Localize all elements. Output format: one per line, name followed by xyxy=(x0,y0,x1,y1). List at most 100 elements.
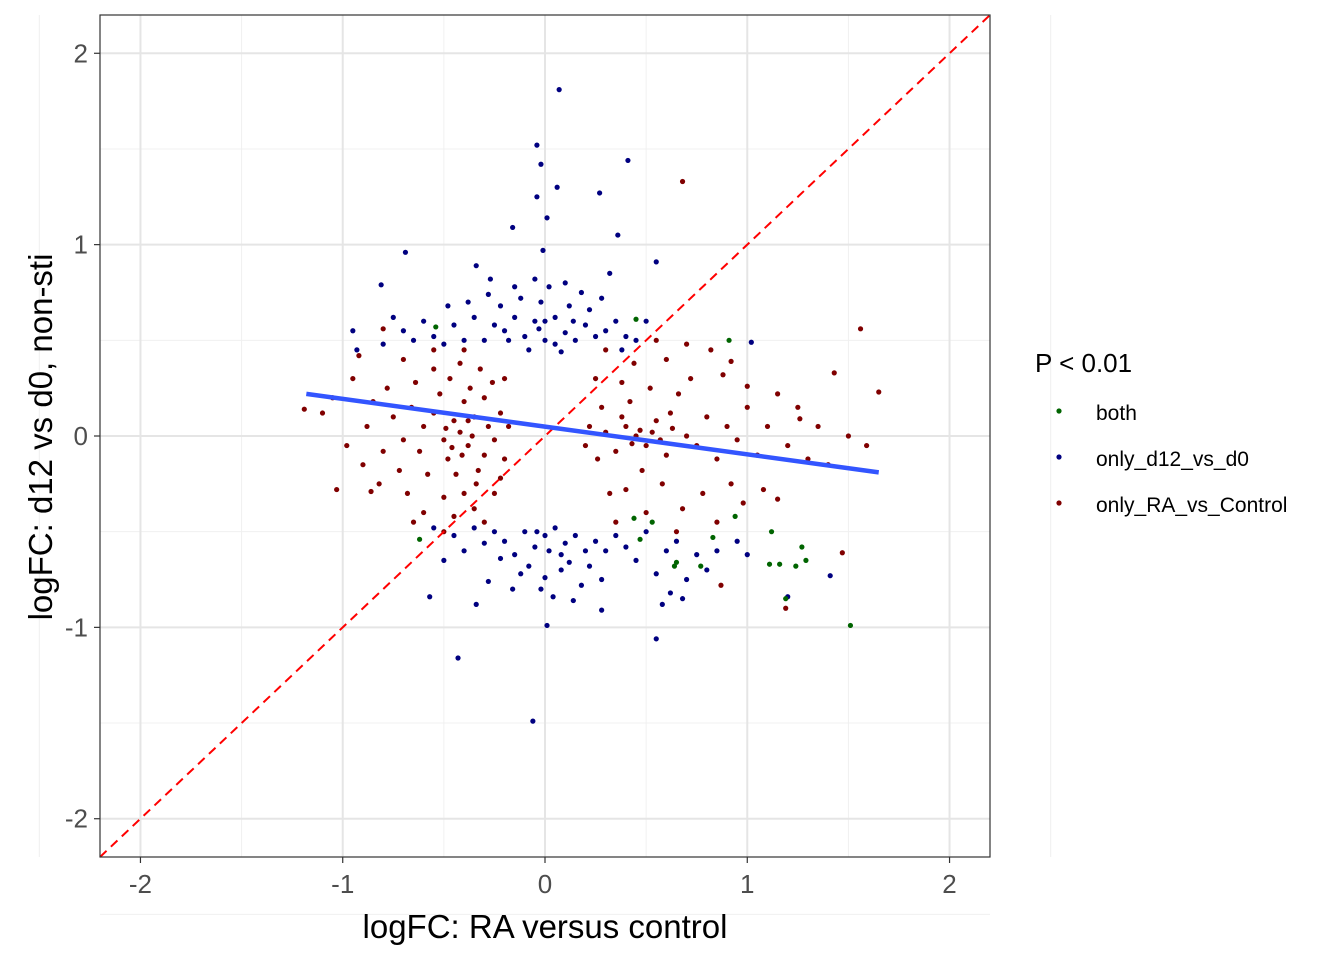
data-point-only-d12-vs-d0 xyxy=(455,655,461,661)
data-point-only-ra-vs-control xyxy=(613,448,619,454)
data-point-only-ra-vs-control xyxy=(775,391,781,397)
data-point-only-d12-vs-d0 xyxy=(350,328,356,334)
legend: P < 0.01 both only_d12_vs_d0 only_RA_vs_Co… xyxy=(1035,348,1287,517)
data-point-only-ra-vs-control xyxy=(481,395,487,401)
data-point-only-ra-vs-control xyxy=(443,425,449,431)
data-point-only-ra-vs-control xyxy=(431,347,437,353)
data-point-only-ra-vs-control xyxy=(459,452,465,458)
data-point-only-d12-vs-d0 xyxy=(427,594,433,600)
data-point-only-d12-vs-d0 xyxy=(378,282,384,288)
data-point-only-ra-vs-control xyxy=(649,429,655,435)
data-point-both xyxy=(803,557,809,563)
y-axis-label: logFC: d12 vs d0, non-sti xyxy=(22,254,59,621)
data-point-only-ra-vs-control xyxy=(783,605,789,611)
data-point-only-d12-vs-d0 xyxy=(510,586,516,592)
data-point-only-ra-vs-control xyxy=(465,442,471,449)
data-point-only-ra-vs-control xyxy=(416,448,423,454)
regression-fit-line xyxy=(306,391,880,475)
data-point-only-ra-vs-control xyxy=(477,366,483,372)
data-point-only-d12-vs-d0 xyxy=(526,563,532,569)
data-point-only-d12-vs-d0 xyxy=(354,347,360,353)
data-point-only-d12-vs-d0 xyxy=(586,307,593,313)
data-point-both xyxy=(847,622,854,629)
data-point-only-ra-vs-control xyxy=(718,582,724,588)
data-point-only-ra-vs-control xyxy=(400,437,407,443)
data-point-both xyxy=(783,596,789,602)
x-tick-label: 1 xyxy=(740,869,754,899)
data-point-only-ra-vs-control xyxy=(491,437,498,443)
data-point-only-ra-vs-control xyxy=(471,506,477,512)
data-point-only-d12-vs-d0 xyxy=(578,289,585,296)
data-point-only-d12-vs-d0 xyxy=(582,548,589,554)
data-point-only-d12-vs-d0 xyxy=(694,552,700,558)
data-point-only-ra-vs-control xyxy=(384,385,390,391)
data-point-only-d12-vs-d0 xyxy=(558,567,564,573)
data-point-only-d12-vs-d0 xyxy=(578,582,585,588)
data-point-only-ra-vs-control xyxy=(467,385,473,391)
data-point-only-d12-vs-d0 xyxy=(562,280,568,286)
data-point-only-d12-vs-d0 xyxy=(597,190,603,196)
data-point-only-ra-vs-control xyxy=(815,423,821,430)
data-point-only-d12-vs-d0 xyxy=(592,333,599,340)
data-point-only-d12-vs-d0 xyxy=(562,330,568,336)
data-point-only-d12-vs-d0 xyxy=(633,557,639,563)
data-point-only-ra-vs-control xyxy=(795,404,801,410)
data-point-only-d12-vs-d0 xyxy=(744,552,750,558)
data-point-only-d12-vs-d0 xyxy=(471,525,477,531)
data-point-only-d12-vs-d0 xyxy=(491,529,498,535)
points-layer xyxy=(301,87,882,724)
data-point-only-ra-vs-control xyxy=(857,326,864,332)
data-point-both xyxy=(673,559,680,565)
data-point-both xyxy=(433,324,439,330)
data-point-both xyxy=(649,519,655,525)
data-point-only-ra-vs-control xyxy=(461,347,467,353)
data-point-only-ra-vs-control xyxy=(683,433,690,439)
data-point-only-d12-vs-d0 xyxy=(400,328,407,334)
data-point-only-d12-vs-d0 xyxy=(522,529,528,535)
data-point-only-ra-vs-control xyxy=(586,423,593,430)
data-point-only-d12-vs-d0 xyxy=(633,337,639,343)
identity-reference-line xyxy=(99,14,991,858)
data-point-only-d12-vs-d0 xyxy=(570,318,576,324)
data-point-only-d12-vs-d0 xyxy=(572,532,578,539)
data-point-only-ra-vs-control xyxy=(451,418,457,424)
data-point-only-ra-vs-control xyxy=(421,509,427,516)
data-point-both xyxy=(777,561,783,567)
data-point-only-ra-vs-control xyxy=(613,519,619,525)
data-point-only-d12-vs-d0 xyxy=(556,87,562,93)
data-point-only-d12-vs-d0 xyxy=(505,337,512,343)
data-point-only-d12-vs-d0 xyxy=(659,601,665,608)
data-point-only-ra-vs-control xyxy=(356,353,362,359)
data-point-only-ra-vs-control xyxy=(400,356,407,363)
data-point-both xyxy=(710,534,716,541)
data-point-only-d12-vs-d0 xyxy=(582,322,589,328)
data-point-only-d12-vs-d0 xyxy=(653,571,659,577)
data-point-only-d12-vs-d0 xyxy=(441,557,447,563)
data-point-only-d12-vs-d0 xyxy=(534,142,540,148)
data-point-only-d12-vs-d0 xyxy=(461,337,467,343)
data-point-only-d12-vs-d0 xyxy=(536,326,542,332)
data-point-only-d12-vs-d0 xyxy=(481,337,487,343)
data-point-only-d12-vs-d0 xyxy=(491,322,498,328)
data-point-only-d12-vs-d0 xyxy=(522,333,528,340)
data-point-only-ra-vs-control xyxy=(647,385,653,391)
data-point-only-d12-vs-d0 xyxy=(643,529,649,535)
data-point-only-ra-vs-control xyxy=(734,437,740,443)
data-point-only-d12-vs-d0 xyxy=(540,247,546,253)
data-point-only-ra-vs-control xyxy=(629,441,635,447)
data-point-only-d12-vs-d0 xyxy=(623,544,629,550)
data-point-only-d12-vs-d0 xyxy=(592,538,599,544)
data-point-only-ra-vs-control xyxy=(864,442,870,449)
data-point-only-d12-vs-d0 xyxy=(550,594,556,600)
data-point-only-ra-vs-control xyxy=(489,379,496,386)
data-point-only-d12-vs-d0 xyxy=(542,532,548,539)
data-point-only-ra-vs-control xyxy=(623,423,629,430)
data-point-only-d12-vs-d0 xyxy=(487,276,493,282)
data-point-only-d12-vs-d0 xyxy=(532,544,538,550)
data-point-only-d12-vs-d0 xyxy=(431,525,437,531)
data-point-only-ra-vs-control xyxy=(469,433,475,439)
data-point-only-ra-vs-control xyxy=(607,490,613,497)
data-point-only-ra-vs-control xyxy=(667,410,674,416)
data-point-only-ra-vs-control xyxy=(592,375,599,382)
data-point-only-ra-vs-control xyxy=(627,398,633,405)
